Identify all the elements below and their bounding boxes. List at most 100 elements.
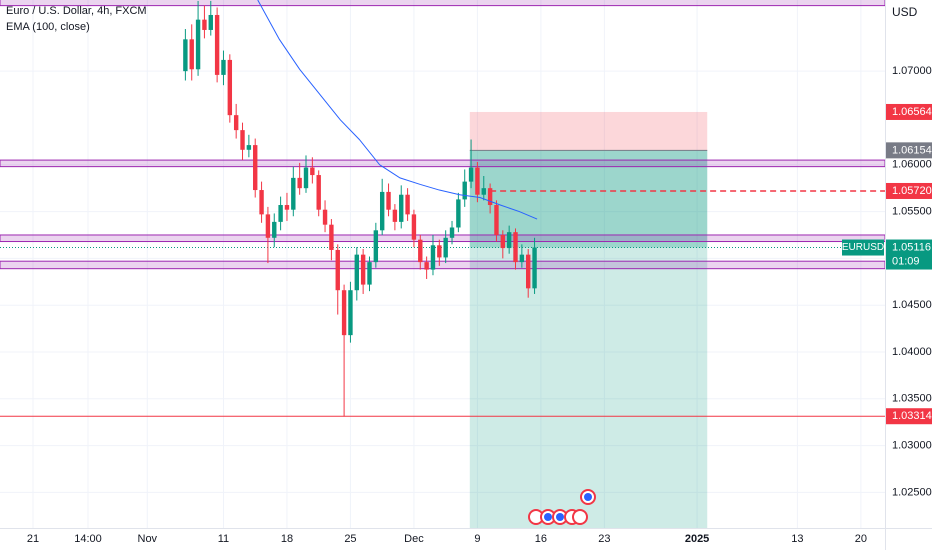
candle-body (329, 224, 334, 250)
candle-body (443, 237, 448, 258)
candle-body (456, 199, 461, 228)
candle-body (399, 194, 404, 222)
price-label-bg (886, 239, 932, 270)
candle-body (519, 254, 525, 263)
x-tick-label: 11 (218, 533, 229, 545)
candle-body (233, 115, 239, 131)
x-tick-label: 13 (791, 533, 803, 545)
price-label: 1.05720 (892, 185, 932, 197)
candle-body (392, 209, 398, 222)
candle-body (526, 254, 531, 289)
x-tick-label: 16 (535, 533, 547, 545)
candle-body (348, 290, 353, 336)
candle-body (284, 205, 290, 210)
candle-body (506, 232, 512, 249)
candle-body (227, 59, 233, 116)
ema-line (257, 0, 538, 220)
candle-body (360, 254, 366, 285)
y-tick-label: 1.02500 (892, 486, 932, 498)
candle-body (405, 194, 410, 215)
candle-body (481, 188, 486, 195)
currency-label: USD (892, 5, 918, 19)
price-label-bg (886, 142, 932, 159)
candle-body (494, 205, 499, 235)
candle-body (424, 262, 429, 270)
candle-body (291, 177, 296, 210)
x-tick-label: 20 (855, 533, 867, 545)
x-tick-label: 14:00 (74, 533, 102, 545)
candle-body (253, 145, 258, 191)
x-tick-label: 23 (598, 533, 610, 545)
candle-body (513, 232, 518, 263)
candle-body (278, 205, 283, 222)
target-zone (469, 150, 708, 528)
candle-body (532, 247, 537, 289)
candle-body (475, 167, 480, 195)
sr-zone (0, 159, 886, 168)
countdown: 01:09 (892, 255, 920, 267)
candle-body (367, 262, 372, 285)
candle-body (272, 221, 277, 238)
candle-body (240, 130, 245, 150)
symbol-tag (842, 239, 884, 256)
candle-body (195, 19, 201, 70)
y-tick-label: 1.03500 (892, 393, 932, 405)
candle-body (411, 214, 417, 240)
x-tick-label: 2025 (685, 533, 709, 545)
y-tick-label: 1.03000 (892, 440, 932, 452)
candle-body (335, 249, 340, 291)
candle-body (386, 191, 391, 210)
candle-body (246, 145, 252, 150)
candle-body (208, 14, 213, 30)
candle-body (373, 230, 379, 263)
candle-body (310, 167, 315, 176)
x-tick-label: 21 (27, 533, 39, 545)
x-tick-label: 18 (281, 533, 293, 545)
candle-body (462, 181, 467, 200)
price-label: 1.06154 (892, 144, 932, 156)
candle-body (214, 14, 220, 75)
plot-area (0, 0, 886, 528)
price-label: 1.03314 (892, 410, 932, 422)
indicator-label: EMA (100, close) (6, 21, 90, 33)
candle-body (322, 209, 328, 225)
candle-body (303, 167, 309, 189)
x-tick-label: 9 (474, 533, 480, 545)
price-label: 1.05116 (892, 241, 931, 253)
candle-body (259, 190, 264, 215)
y-tick-label: 1.07000 (892, 65, 932, 77)
y-tick-label: 1.05500 (892, 205, 932, 217)
stop-zone (469, 111, 708, 151)
candle-body (265, 214, 271, 238)
price-label: 1.06564 (892, 106, 932, 118)
x-tick-label: Dec (404, 533, 424, 545)
candle-body (379, 191, 385, 231)
candle-body (354, 254, 359, 291)
candle-body (221, 59, 226, 75)
candle-body (430, 245, 436, 270)
candle-body (437, 245, 442, 258)
candle-body (500, 234, 506, 249)
candle-body (189, 39, 194, 70)
candle-body (341, 290, 347, 336)
candle-body (183, 39, 188, 72)
symbol-label: EURUSD (842, 242, 884, 253)
candle-body (468, 167, 474, 182)
price-label-bg (886, 103, 932, 120)
candle-body (202, 19, 207, 30)
sr-zone (0, 260, 886, 270)
y-tick-label: 1.04500 (892, 299, 932, 311)
candle-body (297, 177, 302, 189)
price-label-bg (886, 182, 932, 199)
price-label-bg (886, 408, 932, 425)
candle-body (449, 227, 455, 238)
event-icons (528, 489, 596, 525)
y-tick-label: 1.06000 (892, 159, 932, 171)
chart-title: Euro / U.S. Dollar, 4h, FXCM (6, 5, 147, 17)
x-tick-label: 25 (344, 533, 356, 545)
candle-body (418, 239, 423, 263)
candle-body (316, 175, 321, 210)
candle-body (487, 188, 493, 206)
